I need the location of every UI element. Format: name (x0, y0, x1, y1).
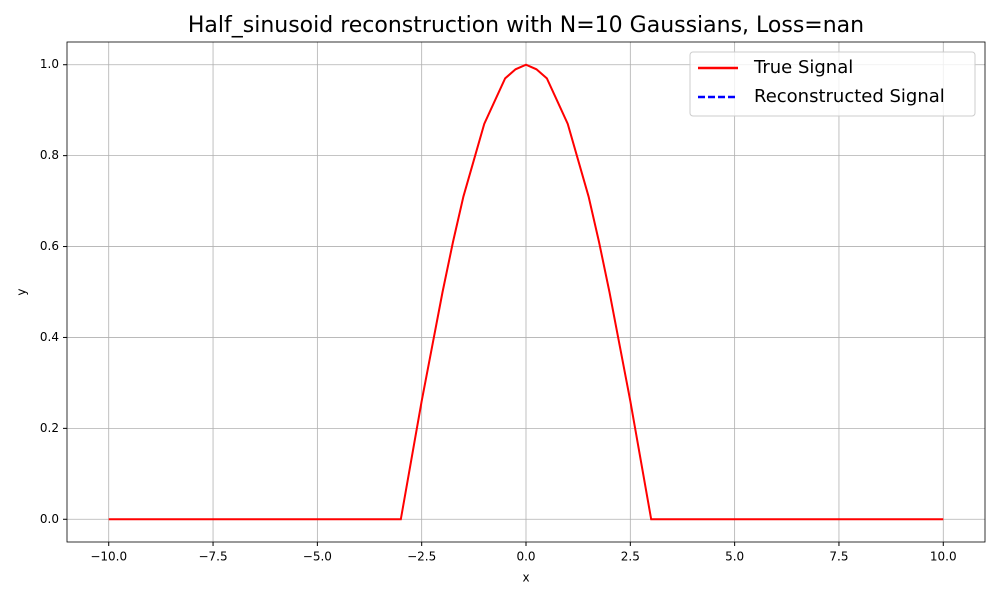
x-tick-label: 10.0 (930, 550, 957, 564)
legend-label: Reconstructed Signal (754, 86, 945, 107)
plot-frame (66, 41, 986, 543)
x-tick-label: 7.5 (829, 550, 848, 564)
x-tick-label: 5.0 (725, 550, 744, 564)
y-tick-label: 0.2 (40, 421, 59, 435)
y-tick-label: 0.4 (40, 330, 59, 344)
y-axis-label: y (15, 288, 29, 295)
x-tick-label: 2.5 (621, 550, 640, 564)
x-tick-label: −7.5 (198, 550, 227, 564)
x-axis-label: x (522, 571, 529, 585)
y-tick-label: 0.0 (40, 512, 59, 526)
chart-title: Half_sinusoid reconstruction with N=10 G… (188, 13, 864, 38)
legend-label: True Signal (753, 57, 853, 78)
y-tick-label: 0.6 (40, 239, 59, 253)
x-tick-label: −5.0 (303, 550, 332, 564)
legend-box (689, 51, 976, 117)
x-tick-label: −10.0 (90, 550, 127, 564)
y-tick-label: 1.0 (40, 57, 59, 71)
y-tick-label: 0.8 (40, 148, 59, 162)
x-tick-label: 0.0 (516, 550, 535, 564)
x-tick-label: −2.5 (407, 550, 436, 564)
data-line (108, 63, 944, 521)
